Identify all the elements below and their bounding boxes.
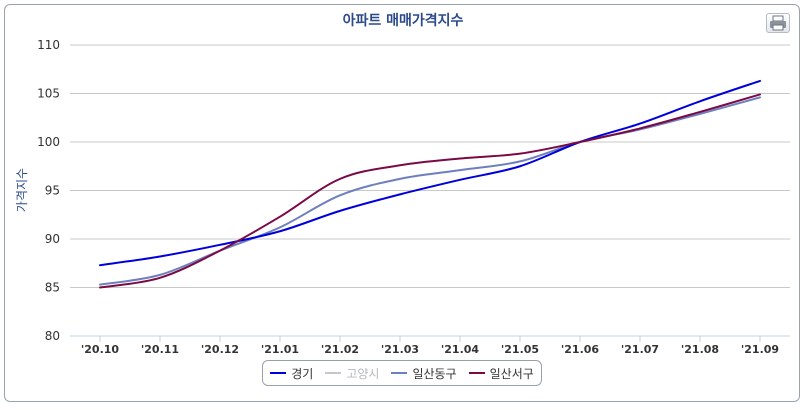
series-line-0[interactable] [99, 79, 761, 267]
x-tick-label: '20.10 [81, 343, 120, 356]
y-tick-label: 110 [37, 38, 60, 52]
legend-item-3[interactable]: 일산서구 [468, 365, 534, 382]
x-tick-label: '21.02 [321, 343, 359, 356]
x-tick-label: '21.09 [741, 343, 779, 356]
y-tick-label: 105 [37, 87, 60, 101]
legend-label: 경기 [291, 366, 314, 381]
legend-swatch [325, 372, 342, 374]
grid-lines [70, 44, 790, 337]
y-axis: 80 85 90 95 100 105 110 [37, 38, 60, 343]
legend-label: 고양시 [346, 366, 380, 381]
x-tick-label: '20.12 [201, 343, 239, 356]
x-tick-label: '20.11 [141, 343, 179, 356]
y-axis-title: 가격지수 [15, 168, 29, 212]
x-tick-label: '21.06 [561, 343, 600, 356]
x-tick-label: '21.08 [681, 343, 719, 356]
y-tick-label: 80 [45, 329, 60, 343]
x-tick-label: '21.03 [381, 343, 419, 356]
legend-label: 일산동구 [412, 366, 457, 381]
y-tick-label: 100 [37, 135, 60, 149]
legend-swatch [270, 372, 287, 374]
legend-label: 일산서구 [489, 366, 534, 381]
y-tick-label: 85 [45, 281, 60, 295]
print-icon [770, 15, 786, 31]
series-lines [99, 79, 761, 289]
x-tick-label: '21.07 [621, 343, 659, 356]
x-tick-label: '21.05 [501, 343, 539, 356]
y-tick-label: 90 [45, 232, 60, 246]
chart-title: 아파트 매매가격지수 [343, 12, 464, 29]
x-tick-label: '21.04 [441, 343, 480, 356]
legend-swatch [391, 372, 408, 374]
x-axis: '20.10 '20.11 '20.12 '21.01 '21.02 '21.03 '21.… [81, 336, 779, 356]
legend-item-2[interactable]: 일산동구 [391, 365, 457, 382]
series-line-3[interactable] [99, 93, 761, 289]
print-button[interactable] [766, 13, 790, 33]
legend-item-1[interactable]: 고양시 [325, 365, 379, 382]
chart-legend: 경기 고양시 일산동구 일산서구 [262, 360, 542, 386]
legend-item-0[interactable]: 경기 [270, 365, 313, 382]
x-tick-label: '21.01 [261, 343, 299, 356]
y-tick-label: 95 [45, 184, 60, 198]
legend-swatch [468, 372, 485, 374]
